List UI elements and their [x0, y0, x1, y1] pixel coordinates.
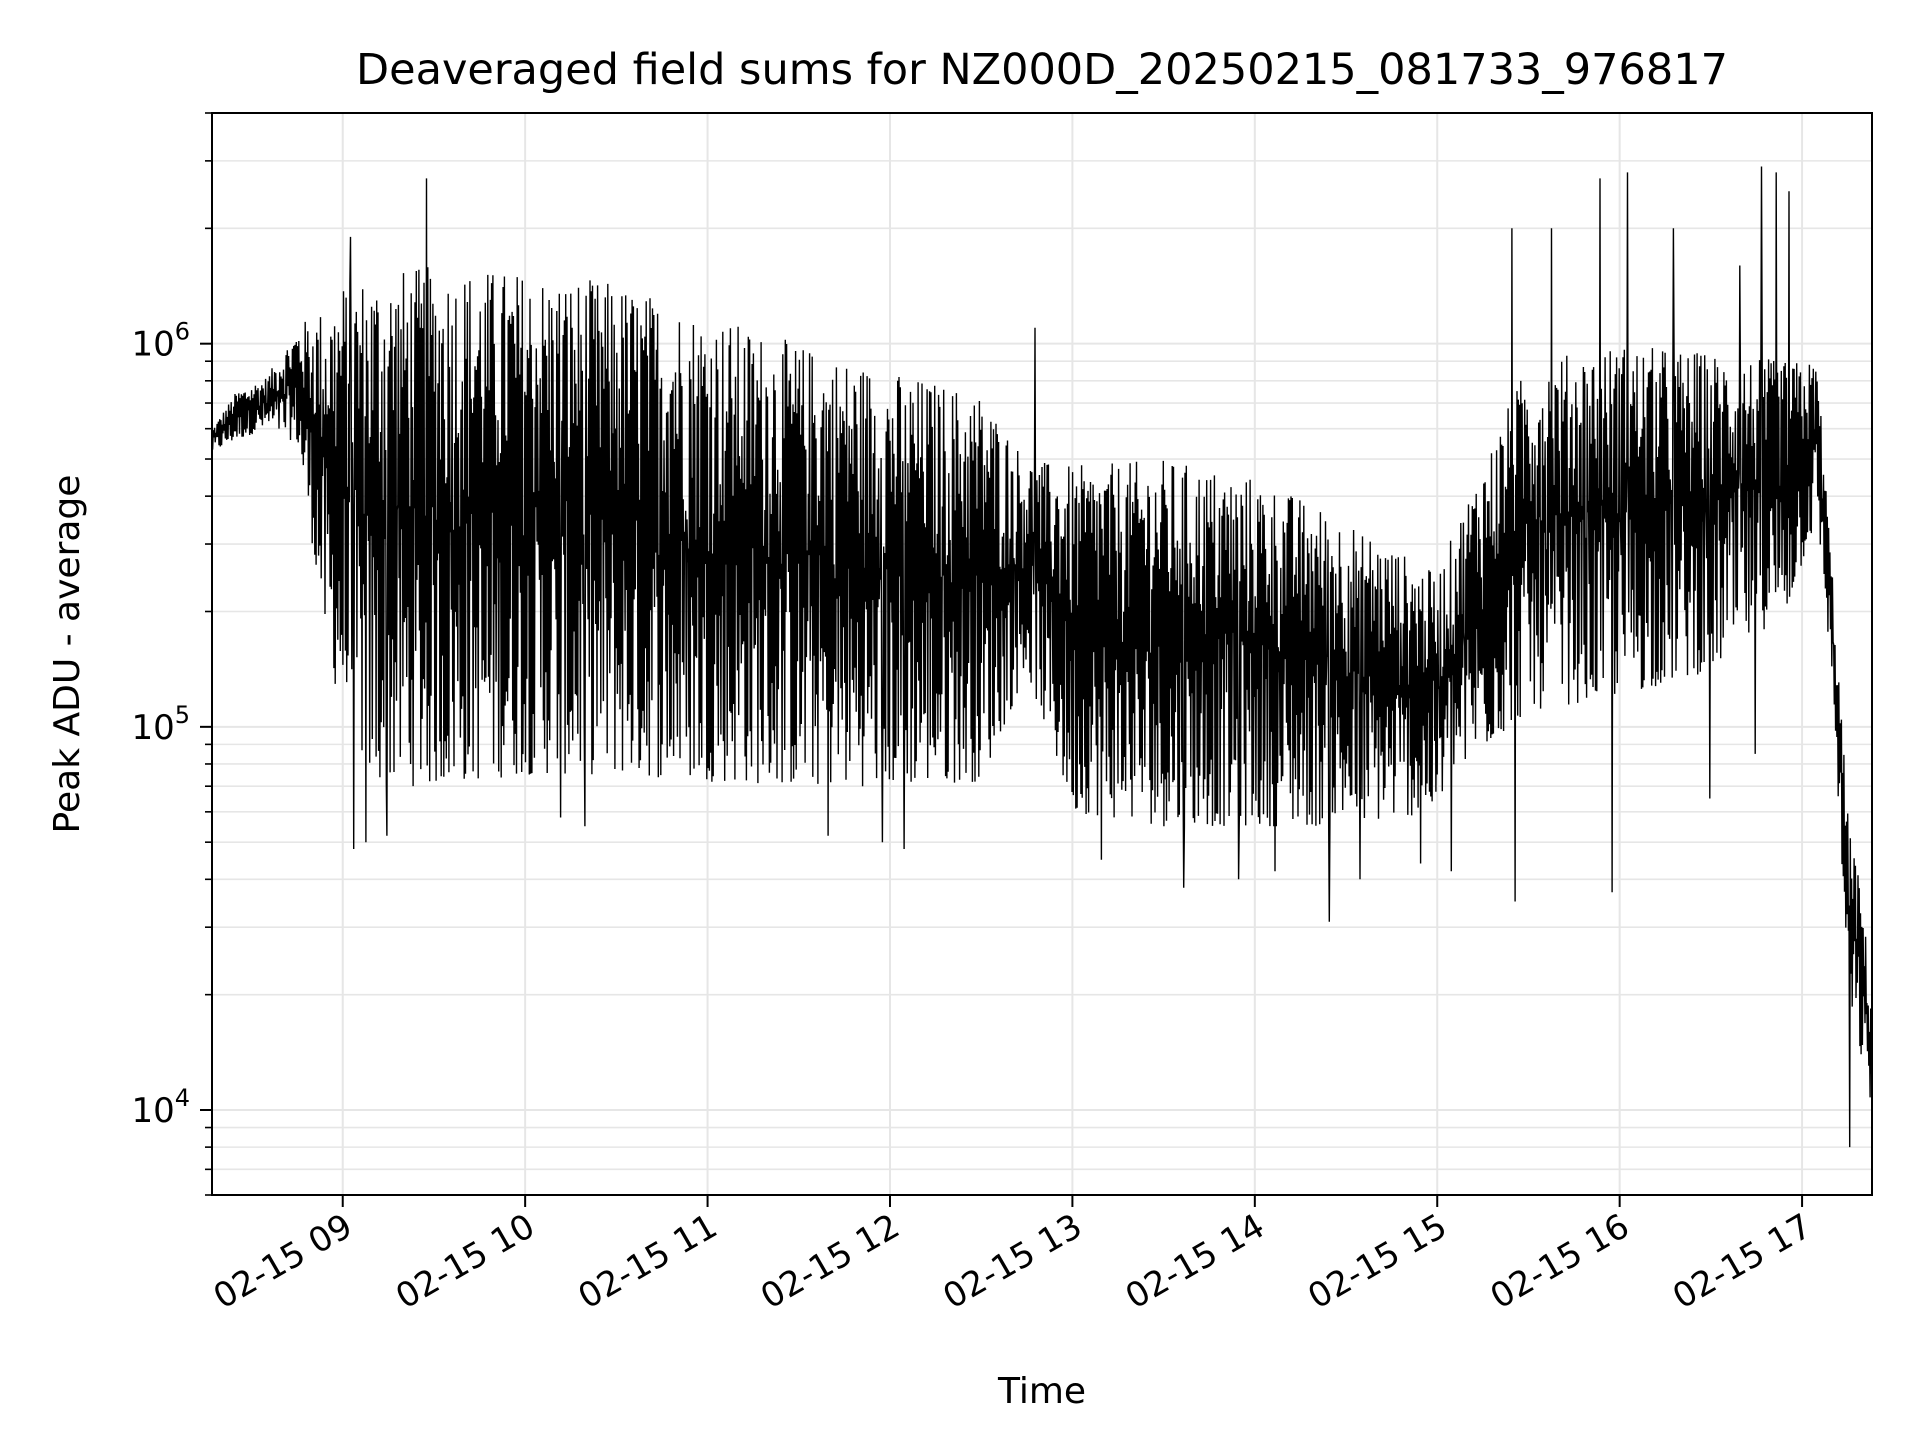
y-tick-label: 105: [131, 701, 190, 748]
y-axis-label: Peak ADU - average: [47, 475, 88, 834]
series-line: [212, 166, 1872, 1148]
y-tick-label: 106: [131, 318, 190, 365]
x-axis-label: Time: [997, 1371, 1086, 1412]
plot-area: [212, 166, 1872, 1148]
plot-frame: [211, 112, 1873, 1196]
y-axis-ticks: 104 105 106: [131, 112, 212, 1196]
y-tick-label: 104: [131, 1084, 190, 1131]
chart-title: Deaveraged field sums for NZ000D_2025021…: [356, 45, 1728, 95]
